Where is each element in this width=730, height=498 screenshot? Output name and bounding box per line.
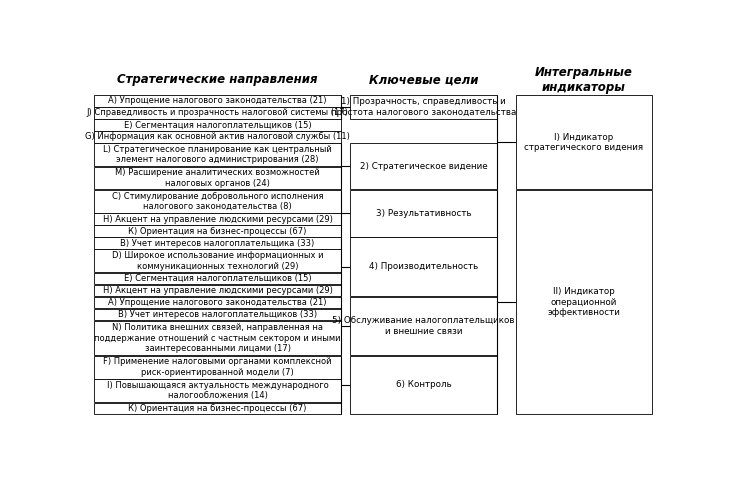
FancyBboxPatch shape bbox=[350, 238, 497, 296]
Text: G) Информация как основной актив налоговой службы (11): G) Информация как основной актив налогов… bbox=[85, 132, 350, 141]
Text: 6) Контроль: 6) Контроль bbox=[396, 380, 452, 389]
Text: Е) Сегментация налогоплательщиков (15): Е) Сегментация налогоплательщиков (15) bbox=[124, 121, 312, 129]
Text: 4) Производительность: 4) Производительность bbox=[369, 262, 478, 271]
FancyBboxPatch shape bbox=[94, 226, 341, 237]
Text: Н) Акцент на управление людскими ресурсами (29): Н) Акцент на управление людскими ресурса… bbox=[103, 215, 332, 224]
Text: I) Индикатор
стратегического видения: I) Индикатор стратегического видения bbox=[524, 132, 643, 152]
Text: N) Политика внешних связей, направленная на
поддержание отношений с частным сект: N) Политика внешних связей, направленная… bbox=[94, 323, 341, 353]
FancyBboxPatch shape bbox=[94, 214, 341, 225]
Text: В) Учет интересов налогоплательщиков (33): В) Учет интересов налогоплательщиков (33… bbox=[118, 310, 317, 319]
FancyBboxPatch shape bbox=[516, 95, 652, 189]
Text: М) Расширение аналитических возможностей
налоговых органов (24): М) Расширение аналитических возможностей… bbox=[115, 168, 320, 188]
Text: 2) Стратегическое видение: 2) Стратегическое видение bbox=[360, 162, 488, 171]
Text: 1) Прозрачность, справедливость и
простота налогового законодательства: 1) Прозрачность, справедливость и просто… bbox=[331, 97, 516, 117]
FancyBboxPatch shape bbox=[94, 167, 341, 189]
FancyBboxPatch shape bbox=[94, 309, 341, 320]
Text: Стратегические направления: Стратегические направления bbox=[118, 73, 318, 86]
Text: J) Справедливость и прозрачность налоговой системы (17): J) Справедливость и прозрачность налогов… bbox=[87, 109, 348, 118]
Text: I) Повышающаяся актуальность международного
налогообложения (14): I) Повышающаяся актуальность международн… bbox=[107, 381, 329, 400]
Text: F) Применение налоговыми органами комплексной
риск-ориентированной модели (7): F) Применение налоговыми органами компле… bbox=[104, 358, 332, 377]
FancyBboxPatch shape bbox=[94, 379, 341, 402]
Text: Интегральные
индикаторы: Интегральные индикаторы bbox=[535, 66, 633, 94]
FancyBboxPatch shape bbox=[94, 249, 341, 272]
FancyBboxPatch shape bbox=[350, 190, 497, 237]
FancyBboxPatch shape bbox=[350, 143, 497, 189]
Text: К) Ориентация на бизнес-процессы (67): К) Ориентация на бизнес-процессы (67) bbox=[128, 227, 307, 236]
Text: Н) Акцент на управление людскими ресурсами (29): Н) Акцент на управление людскими ресурса… bbox=[103, 286, 332, 295]
FancyBboxPatch shape bbox=[350, 356, 497, 414]
FancyBboxPatch shape bbox=[94, 297, 341, 308]
Text: D) Широкое использование информационных и
коммуникационных технологий (29): D) Широкое использование информационных … bbox=[112, 251, 323, 270]
Text: 3) Результативность: 3) Результативность bbox=[376, 209, 472, 218]
FancyBboxPatch shape bbox=[350, 95, 497, 119]
FancyBboxPatch shape bbox=[94, 273, 341, 284]
FancyBboxPatch shape bbox=[94, 285, 341, 296]
Text: А) Упрощение налогового законодательства (21): А) Упрощение налогового законодательства… bbox=[108, 97, 327, 106]
FancyBboxPatch shape bbox=[94, 107, 341, 119]
Text: В) Учет интересов налогоплательщика (33): В) Учет интересов налогоплательщика (33) bbox=[120, 239, 315, 248]
FancyBboxPatch shape bbox=[94, 119, 341, 130]
Text: Ключевые цели: Ключевые цели bbox=[369, 73, 478, 86]
Text: К) Ориентация на бизнес-процессы (67): К) Ориентация на бизнес-процессы (67) bbox=[128, 404, 307, 413]
FancyBboxPatch shape bbox=[94, 190, 341, 213]
FancyBboxPatch shape bbox=[94, 131, 341, 142]
FancyBboxPatch shape bbox=[94, 356, 341, 378]
Text: С) Стимулирование добровольного исполнения
налогового законодательства (8): С) Стимулирование добровольного исполнен… bbox=[112, 192, 323, 211]
FancyBboxPatch shape bbox=[94, 402, 341, 414]
FancyBboxPatch shape bbox=[94, 321, 341, 355]
FancyBboxPatch shape bbox=[350, 297, 497, 355]
Text: L) Стратегическое планирование как центральный
элемент налогового администрирова: L) Стратегическое планирование как центр… bbox=[103, 145, 332, 164]
FancyBboxPatch shape bbox=[94, 95, 341, 107]
Text: 5) Обслуживание налогоплательщиков
и внешние связи: 5) Обслуживание налогоплательщиков и вне… bbox=[332, 316, 515, 336]
Text: Е) Сегментация налогоплательщиков (15): Е) Сегментация налогоплательщиков (15) bbox=[124, 274, 312, 283]
Text: II) Индикатор
операционной
эффективности: II) Индикатор операционной эффективности bbox=[548, 287, 620, 317]
Text: А) Упрощение налогового законодательства (21): А) Упрощение налогового законодательства… bbox=[108, 298, 327, 307]
FancyBboxPatch shape bbox=[94, 143, 341, 166]
FancyBboxPatch shape bbox=[94, 238, 341, 249]
FancyBboxPatch shape bbox=[516, 190, 652, 414]
